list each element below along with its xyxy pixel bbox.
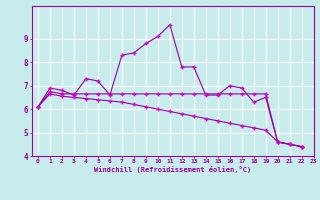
X-axis label: Windchill (Refroidissement éolien,°C): Windchill (Refroidissement éolien,°C) (94, 166, 252, 173)
